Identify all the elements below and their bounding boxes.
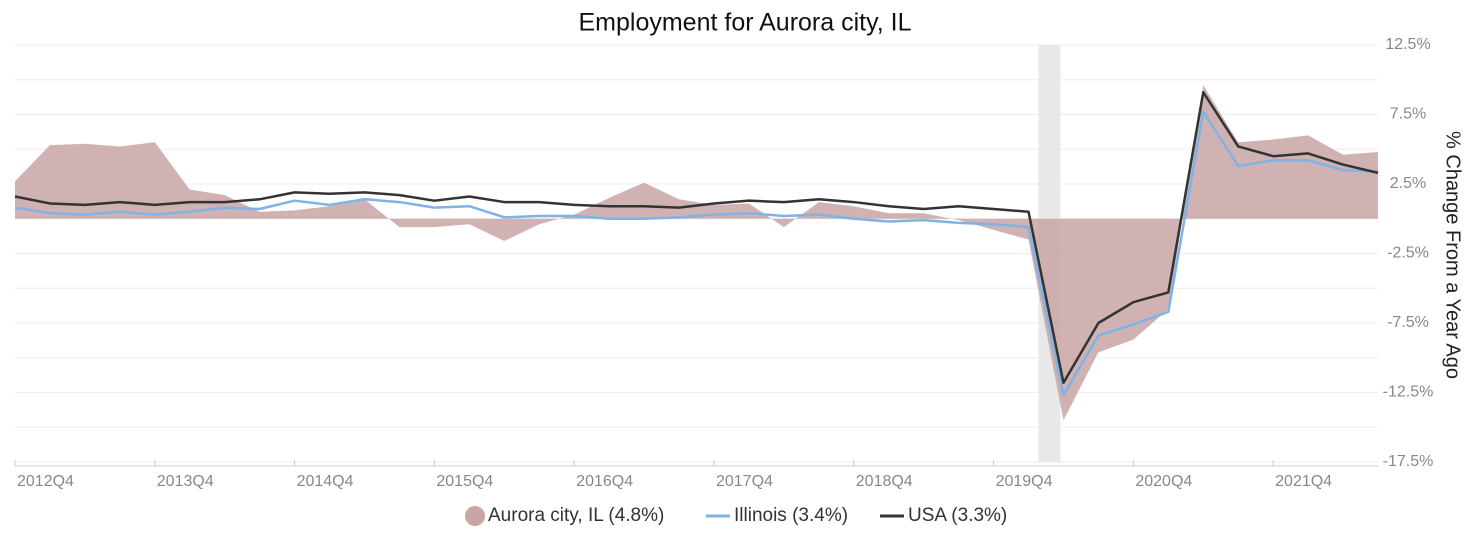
x-tick-label: 2016Q4 <box>576 473 633 490</box>
y-tick-label: 2.5% <box>1390 175 1426 192</box>
y-axis-label: % Change From a Year Ago <box>1442 131 1464 379</box>
x-tick-label: 2013Q4 <box>157 473 214 490</box>
line <box>14 110 1379 397</box>
x-tick-label: 2012Q4 <box>17 473 74 490</box>
line <box>14 91 1379 385</box>
legend-label: Illinois (3.4%) <box>734 505 848 526</box>
y-tick-label: 12.5% <box>1385 36 1430 53</box>
legend-swatch <box>465 506 485 526</box>
y-tick-label: 7.5% <box>1390 106 1426 123</box>
y-tick-label: -7.5% <box>1387 314 1429 331</box>
x-tick-label: 2017Q4 <box>716 473 773 490</box>
x-tick-label: 2020Q4 <box>1135 473 1192 490</box>
x-tick-label: 2015Q4 <box>436 473 493 490</box>
y-tick-label: -2.5% <box>1387 245 1429 262</box>
legend-label: USA (3.3%) <box>908 505 1007 526</box>
x-tick-label: 2014Q4 <box>297 473 354 490</box>
area <box>15 85 1378 421</box>
x-tick-label: 2021Q4 <box>1275 473 1332 490</box>
x-tick-label: 2018Q4 <box>856 473 913 490</box>
y-tick-label: -17.5% <box>1383 453 1434 470</box>
y-tick-label: -12.5% <box>1383 384 1434 401</box>
legend-label: Aurora city, IL (4.8%) <box>488 505 664 526</box>
x-tick-label: 2019Q4 <box>996 473 1053 490</box>
chart-title: Employment for Aurora city, IL <box>579 9 912 37</box>
